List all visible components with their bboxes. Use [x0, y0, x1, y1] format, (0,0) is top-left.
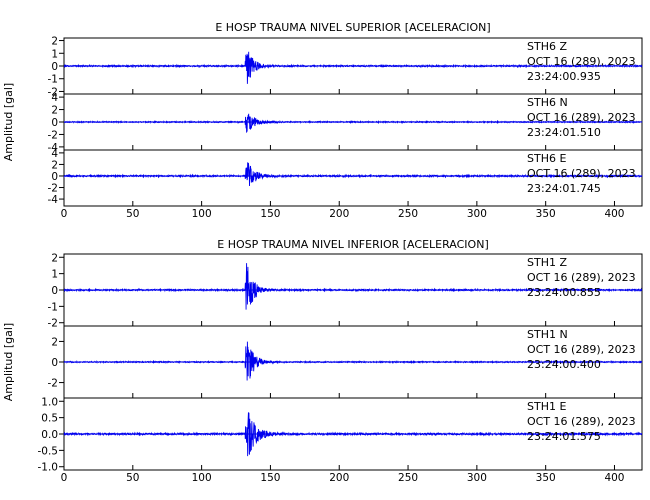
y-tick-label: -2: [48, 318, 58, 330]
x-tick-label: 100: [192, 472, 212, 484]
y-tick-label: -4: [48, 142, 59, 154]
y-tick-label: -4: [48, 194, 59, 206]
date-label: OCT 16 (289), 2023: [527, 111, 636, 124]
y-tick-label: 2: [51, 36, 58, 48]
y-tick-label: -2: [48, 183, 58, 195]
chart-panel-1: E HOSP TRAUMA NIVEL INFERIOR [ACELERACIO…: [2, 238, 643, 484]
y-tick-label: -1: [48, 301, 58, 313]
y-tick-label: -1.0: [38, 462, 59, 474]
trace-row-sth1-e: 1.0 0.5 0.0 -0.5 -1.0 STH1 E OCT 16 (289), 202…: [38, 396, 643, 474]
time-label: 23:24:01.575: [527, 430, 601, 443]
time-label: 23:24:00.400: [527, 358, 601, 371]
station-label: STH1 Z: [527, 256, 567, 269]
x-tick-label: 0: [61, 472, 68, 484]
x-tick-label: 300: [467, 472, 487, 484]
x-tick-label: 250: [398, 208, 418, 220]
x-tick-label: 400: [604, 472, 624, 484]
chart-panel-0: E HOSP TRAUMA NIVEL SUPERIOR [ACELERACIO…: [2, 21, 643, 220]
y-tick-label: 2: [51, 252, 58, 264]
x-tick-label: 0: [61, 208, 68, 220]
date-label: OCT 16 (289), 2023: [527, 55, 636, 68]
y-tick-label: 0: [51, 61, 58, 73]
date-label: OCT 16 (289), 2023: [527, 271, 636, 284]
time-label: 23:24:00.855: [527, 286, 601, 299]
y-tick-label: 2: [51, 336, 58, 348]
x-tick-label: 100: [192, 208, 212, 220]
trace-frame: [63, 149, 643, 207]
y-tick-label: 0: [51, 117, 58, 129]
x-tick-label: 250: [398, 472, 418, 484]
y-tick-label: -2: [48, 378, 58, 390]
station-label: STH1 N: [527, 328, 568, 341]
y-tick-label: 0: [51, 357, 58, 369]
x-tick-label: 300: [467, 208, 487, 220]
trace-row-sth6-z: 210-1-2 STH6 Z OCT 16 (289), 2023 23:24:00.…: [48, 36, 643, 98]
x-tick-label: 150: [260, 472, 280, 484]
y-tick-label: -1: [48, 74, 58, 86]
trace-row-sth1-z: 2 1 0 -1 -2 STH1 Z OCT 16 (289), 2023 23:24:00.…: [48, 252, 643, 330]
station-label: STH6 E: [527, 152, 566, 165]
station-label: STH6 N: [527, 96, 568, 109]
y-tick-label: 2: [51, 105, 58, 117]
time-label: 23:24:01.745: [527, 182, 601, 195]
date-label: OCT 16 (289), 2023: [527, 167, 636, 180]
date-label: OCT 16 (289), 2023: [527, 343, 636, 356]
x-tick-label: 200: [329, 208, 349, 220]
station-label: STH6 Z: [527, 40, 567, 53]
y-tick-label: 2: [51, 159, 58, 171]
x-tick-label: 50: [126, 208, 139, 220]
x-tick-label: 350: [536, 208, 556, 220]
y-tick-label: -2: [48, 86, 58, 98]
x-tick-label: 400: [604, 208, 624, 220]
trace-row-sth6-n: 420-2-4 STH6 N OCT 16 (289), 2023 23:24:01.…: [48, 92, 643, 154]
chart-title: E HOSP TRAUMA NIVEL SUPERIOR [ACELERACIO…: [215, 21, 490, 34]
date-label: OCT 16 (289), 2023: [527, 415, 636, 428]
x-tick-label: 50: [126, 472, 139, 484]
time-label: 23:24:01.510: [527, 126, 601, 139]
trace-row-sth6-e: 420-2-4 STH6 E OCT 16 (289), 2023 23:24:01.…: [48, 148, 643, 207]
x-tick-label: 350: [536, 472, 556, 484]
y-axis-label: Amplitud [gal]: [2, 323, 15, 401]
y-tick-label: 4: [51, 148, 58, 160]
y-axis-label: Amplitud [gal]: [2, 83, 15, 161]
y-tick-label: 0: [51, 285, 58, 297]
x-tick-label: 150: [260, 208, 280, 220]
station-label: STH1 E: [527, 400, 566, 413]
y-tick-label: 0.5: [41, 413, 58, 425]
y-tick-label: 1: [51, 269, 58, 281]
y-tick-label: 0: [51, 171, 58, 183]
y-tick-label: 1.0: [41, 396, 58, 408]
x-tick-label: 200: [329, 472, 349, 484]
chart-title: E HOSP TRAUMA NIVEL INFERIOR [ACELERACIO…: [217, 238, 488, 251]
y-tick-label: 4: [51, 92, 58, 104]
time-label: 23:24:00.935: [527, 70, 601, 83]
y-tick-label: 1: [51, 48, 58, 60]
trace-row-sth1-n: 2 0 -2 STH1 N OCT 16 (289), 2023 23:24:00.400: [48, 325, 643, 399]
y-tick-label: 0.0: [41, 429, 58, 441]
y-tick-label: -0.5: [38, 445, 59, 457]
y-tick-label: -2: [48, 129, 58, 141]
